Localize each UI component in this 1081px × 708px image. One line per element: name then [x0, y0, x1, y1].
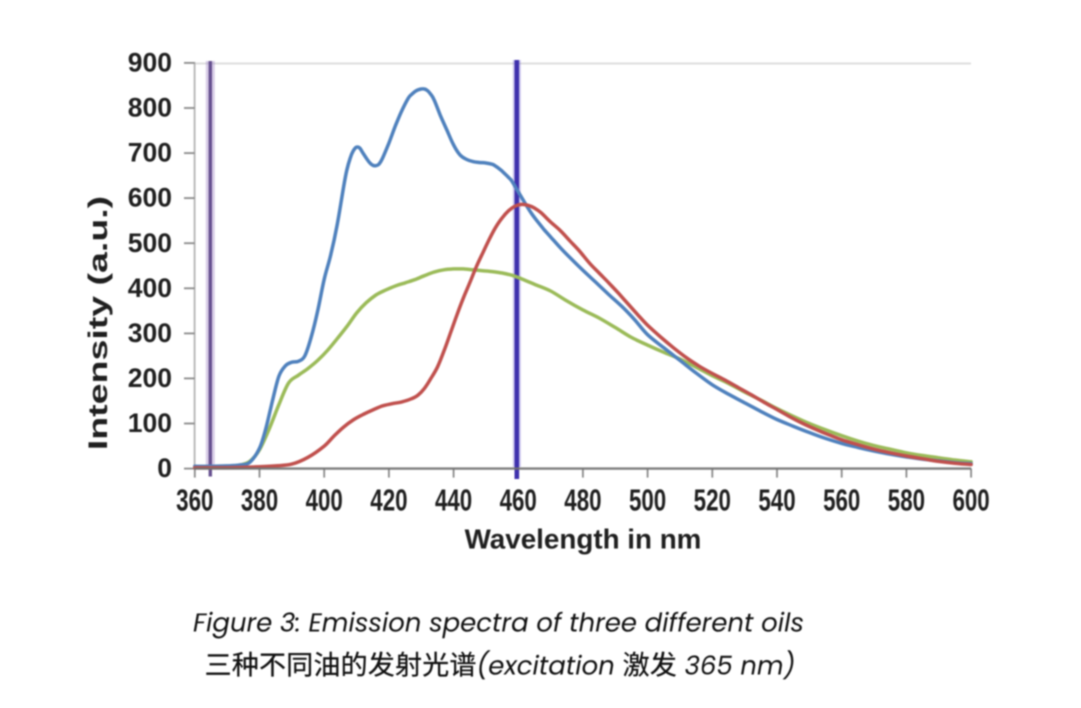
- svg-text:360: 360: [176, 483, 213, 517]
- svg-text:460: 460: [500, 483, 537, 517]
- svg-text:600: 600: [952, 483, 989, 517]
- svg-text:400: 400: [128, 273, 172, 303]
- svg-text:200: 200: [128, 363, 172, 393]
- svg-text:380: 380: [241, 483, 278, 517]
- svg-text:700: 700: [128, 138, 172, 168]
- svg-text:400: 400: [306, 483, 343, 517]
- svg-text:540: 540: [758, 483, 795, 517]
- svg-text:420: 420: [370, 483, 407, 517]
- svg-text:500: 500: [629, 483, 666, 517]
- svg-text:580: 580: [888, 483, 925, 517]
- svg-text:800: 800: [128, 93, 172, 123]
- svg-text:900: 900: [128, 48, 172, 78]
- svg-text:500: 500: [128, 228, 172, 258]
- svg-text:440: 440: [435, 483, 472, 517]
- svg-text:560: 560: [823, 483, 860, 517]
- svg-text:600: 600: [128, 183, 172, 213]
- svg-text:Wavelength in nm: Wavelength in nm: [465, 524, 702, 555]
- svg-text:300: 300: [128, 318, 172, 348]
- svg-text:100: 100: [128, 408, 172, 438]
- svg-text:0: 0: [157, 453, 172, 483]
- svg-text:520: 520: [694, 483, 731, 517]
- svg-text:Intensity (a.u.): Intensity (a.u.): [82, 196, 113, 450]
- svg-text:480: 480: [564, 483, 601, 517]
